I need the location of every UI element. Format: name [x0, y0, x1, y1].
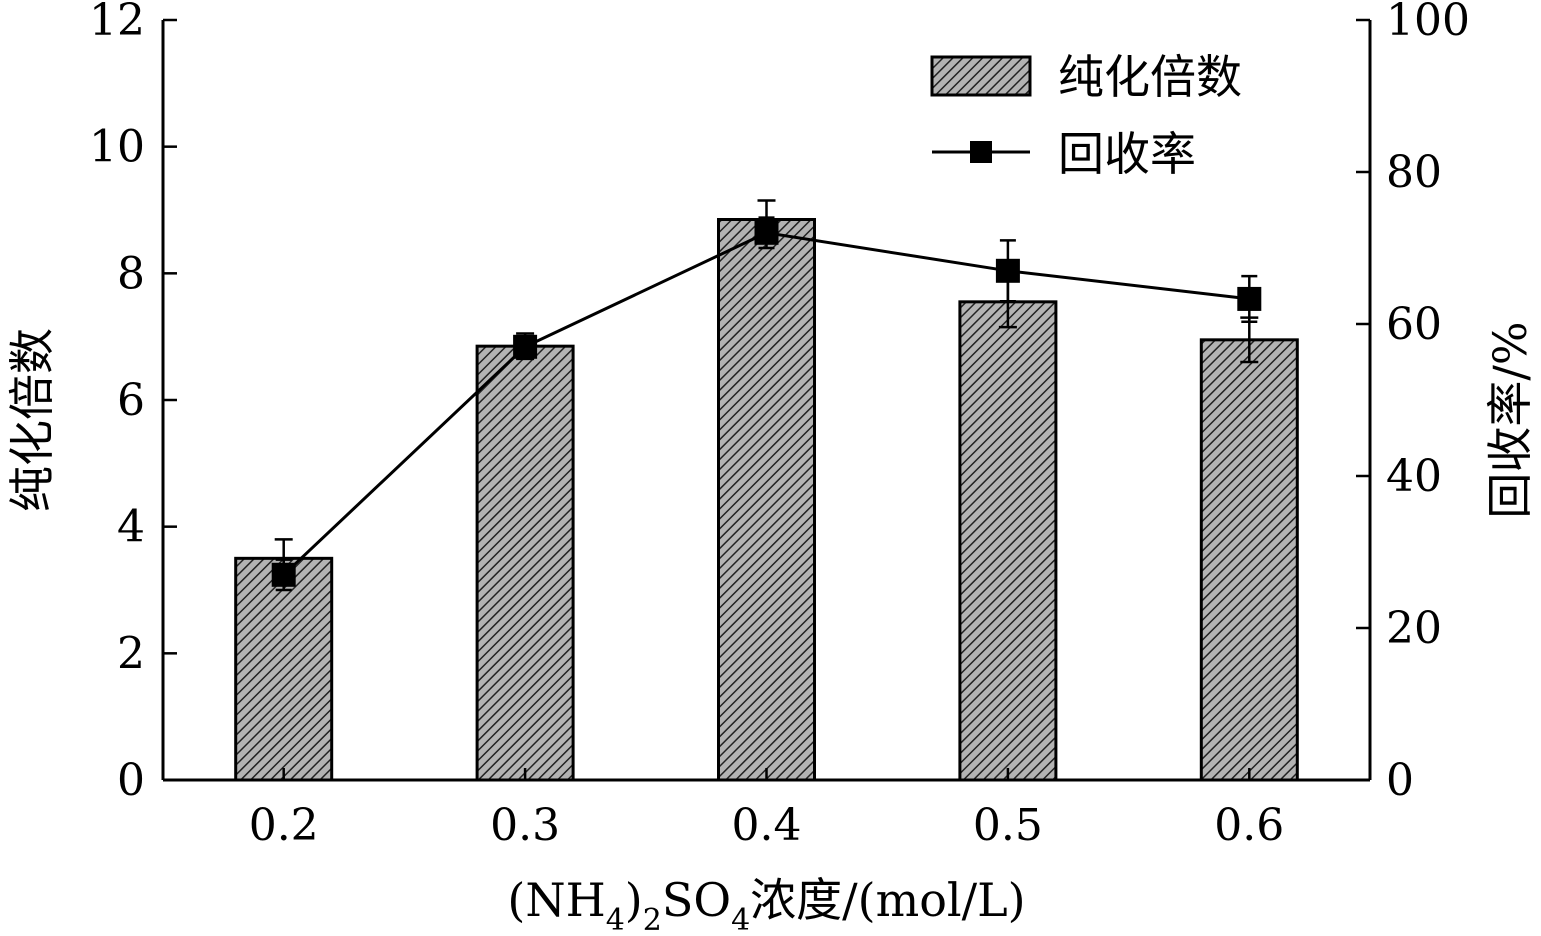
y-tick-label-right: 60 — [1386, 299, 1442, 350]
y-tick-label-right: 80 — [1386, 147, 1442, 198]
x-axis-label-part: (NH — [507, 873, 605, 927]
y-tick-label-right: 20 — [1386, 603, 1442, 654]
legend-bar-swatch — [930, 55, 1032, 97]
legend-marker-swatch — [970, 141, 992, 163]
x-axis-label-part: SO — [662, 873, 731, 927]
bar — [958, 300, 1058, 782]
recovery-point — [995, 258, 1020, 283]
bar — [475, 344, 575, 782]
x-axis-label-part: ) — [625, 873, 643, 927]
recovery-point — [1237, 286, 1262, 311]
y-tick-label-right: 0 — [1386, 755, 1414, 806]
y-tick-label-left: 8 — [117, 248, 145, 299]
bar — [1199, 338, 1299, 782]
y-tick-label-left: 12 — [89, 0, 145, 46]
y-tick-label-left: 0 — [117, 755, 145, 806]
recovery-point — [754, 220, 779, 245]
x-axis-label-part: 4 — [606, 903, 625, 936]
x-tick-label: 0.5 — [973, 800, 1043, 851]
y-tick-label-left: 10 — [89, 122, 145, 173]
y-axis-label-right: 回收率/% — [1483, 321, 1537, 518]
x-tick-label: 0.4 — [732, 800, 802, 851]
x-axis-label: (NH4)2SO4浓度/(mol/L) — [507, 873, 1025, 936]
x-axis-label-part: 2 — [643, 903, 662, 936]
y-tick-label-right: 40 — [1386, 451, 1442, 502]
y-tick-label-left: 4 — [117, 502, 145, 553]
y-tick-label-right: 100 — [1386, 0, 1470, 46]
y-tick-label-left: 2 — [117, 628, 145, 679]
x-tick-label: 0.2 — [249, 800, 319, 851]
x-tick-label: 0.6 — [1214, 800, 1284, 851]
y-tick-label-left: 6 — [117, 375, 145, 426]
recovery-point — [271, 562, 296, 587]
x-axis-label-part: 浓度/(mol/L) — [750, 873, 1025, 927]
legend-label-line: 回收率 — [1058, 127, 1196, 181]
x-tick-label: 0.3 — [490, 800, 560, 851]
bar — [717, 218, 816, 782]
bar — [234, 556, 334, 782]
recovery-point — [513, 334, 538, 359]
legend-label-bar: 纯化倍数 — [1058, 50, 1242, 104]
y-axis-label-left: 纯化倍数 — [5, 328, 59, 512]
x-axis-label-part: 4 — [731, 903, 750, 936]
